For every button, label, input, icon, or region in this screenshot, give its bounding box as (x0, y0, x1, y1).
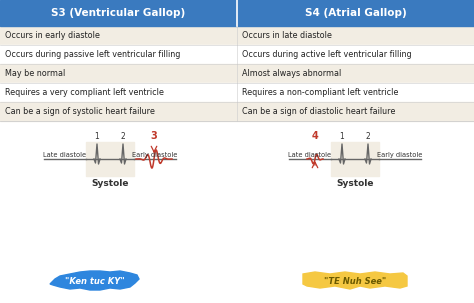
Bar (0, 45, 474, 64)
Text: 4: 4 (311, 131, 319, 141)
Text: "TE Nuh See": "TE Nuh See" (324, 277, 386, 285)
Text: Requires a very compliant left ventricle: Requires a very compliant left ventricle (5, 88, 164, 97)
Text: 2: 2 (365, 132, 370, 141)
Text: S4 (Atrial Gallop): S4 (Atrial Gallop) (305, 8, 406, 18)
Text: Occurs in early diastole: Occurs in early diastole (5, 31, 100, 40)
Text: Late diastole: Late diastole (289, 152, 331, 158)
Polygon shape (50, 271, 139, 290)
Text: Occurs during passive left ventricular filling: Occurs during passive left ventricular f… (5, 50, 181, 59)
Bar (0, 102, 474, 121)
Bar (0, 0, 474, 26)
Text: "Ken tuc KY": "Ken tuc KY" (65, 277, 125, 285)
Text: Occurs in late diastole: Occurs in late diastole (242, 31, 332, 40)
Text: Early diastole: Early diastole (377, 152, 423, 158)
Text: Can be a sign of systolic heart failure: Can be a sign of systolic heart failure (5, 107, 155, 116)
Text: Late diastole: Late diastole (44, 152, 87, 158)
Bar (0, 26, 474, 45)
Text: Occurs during active left ventricular filling: Occurs during active left ventricular fi… (242, 50, 411, 59)
Bar (331, 142, 379, 176)
Text: Can be a sign of diastolic heart failure: Can be a sign of diastolic heart failure (242, 107, 395, 116)
Text: May be normal: May be normal (5, 69, 65, 78)
Text: Almost always abnormal: Almost always abnormal (242, 69, 341, 78)
Text: Systole: Systole (336, 179, 374, 188)
Polygon shape (303, 272, 407, 289)
Text: Early diastole: Early diastole (132, 152, 178, 158)
Bar (86, 142, 134, 176)
Text: S3 (Ventricular Gallop): S3 (Ventricular Gallop) (51, 8, 186, 18)
Bar (0, 83, 474, 102)
Text: Systole: Systole (91, 179, 129, 188)
Text: 1: 1 (340, 132, 345, 141)
Bar (0, 64, 474, 83)
Text: Requires a non-compliant left ventricle: Requires a non-compliant left ventricle (242, 88, 398, 97)
Text: 1: 1 (95, 132, 100, 141)
Text: 3: 3 (151, 131, 157, 141)
Text: 2: 2 (120, 132, 126, 141)
